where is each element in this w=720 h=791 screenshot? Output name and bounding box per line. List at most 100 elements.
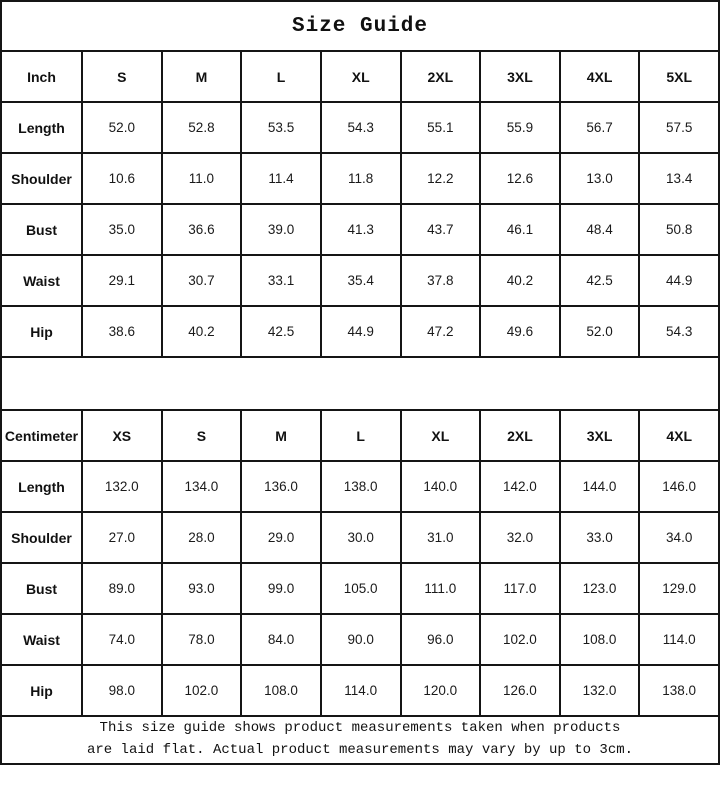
measurement-cell: 140.0 xyxy=(399,460,482,513)
row-label: Waist xyxy=(0,254,83,307)
measurement-cell: 142.0 xyxy=(479,460,561,513)
measurement-cell: 52.0 xyxy=(558,305,641,358)
measurement-cell: 10.6 xyxy=(81,152,163,205)
inch-size-header: 5XL xyxy=(638,50,720,103)
measurement-cell: 53.5 xyxy=(240,101,322,154)
measurement-cell: 39.0 xyxy=(240,203,322,256)
footer-note-line1: This size guide shows product measuremen… xyxy=(99,720,621,737)
measurement-cell: 41.3 xyxy=(319,203,402,256)
measurement-cell: 40.2 xyxy=(160,305,243,358)
measurement-cell: 138.0 xyxy=(638,664,720,717)
measurement-cell: 136.0 xyxy=(240,460,322,513)
measurement-cell: 105.0 xyxy=(319,562,402,615)
table-row: Hip 38.6 40.2 42.5 44.9 47.2 49.6 52.0 5… xyxy=(0,305,720,358)
cm-unit-header: Centimeter xyxy=(0,409,83,462)
inch-size-header: M xyxy=(160,50,243,103)
inch-size-header: XL xyxy=(319,50,402,103)
measurement-cell: 27.0 xyxy=(81,511,163,564)
measurement-cell: 132.0 xyxy=(558,664,641,717)
measurement-cell: 46.1 xyxy=(479,203,561,256)
measurement-cell: 111.0 xyxy=(399,562,482,615)
row-label: Shoulder xyxy=(0,511,83,564)
inch-unit-header: Inch xyxy=(0,50,83,103)
measurement-cell: 54.3 xyxy=(319,101,402,154)
row-label: Hip xyxy=(0,305,83,358)
inch-size-header: 4XL xyxy=(558,50,641,103)
measurement-cell: 98.0 xyxy=(81,664,163,717)
measurement-cell: 108.0 xyxy=(240,664,322,717)
table-row: Bust 35.0 36.6 39.0 41.3 43.7 46.1 48.4 … xyxy=(0,203,720,256)
row-label: Bust xyxy=(0,562,83,615)
measurement-cell: 90.0 xyxy=(319,613,402,666)
measurement-cell: 89.0 xyxy=(81,562,163,615)
measurement-cell: 84.0 xyxy=(240,613,322,666)
row-label: Shoulder xyxy=(0,152,83,205)
measurement-cell: 50.8 xyxy=(638,203,720,256)
measurement-cell: 11.8 xyxy=(319,152,402,205)
table-row: Length 52.0 52.8 53.5 54.3 55.1 55.9 56.… xyxy=(0,101,720,154)
measurement-cell: 33.0 xyxy=(558,511,641,564)
footer-note-line2: are laid flat. Actual product measuremen… xyxy=(86,742,634,758)
spacer-row xyxy=(0,356,720,411)
title-row: Size Guide xyxy=(0,0,720,52)
measurement-cell: 123.0 xyxy=(558,562,641,615)
measurement-cell: 29.0 xyxy=(240,511,322,564)
measurement-cell: 12.6 xyxy=(479,152,561,205)
measurement-cell: 55.1 xyxy=(399,101,482,154)
cm-size-header: XL xyxy=(399,409,482,462)
measurement-cell: 78.0 xyxy=(160,613,243,666)
inch-size-header: 2XL xyxy=(399,50,482,103)
measurement-cell: 146.0 xyxy=(638,460,720,513)
measurement-cell: 114.0 xyxy=(319,664,402,717)
page-title: Size Guide xyxy=(0,0,720,52)
measurement-cell: 102.0 xyxy=(479,613,561,666)
row-label: Hip xyxy=(0,664,83,717)
table-row: Hip 98.0 102.0 108.0 114.0 120.0 126.0 1… xyxy=(0,664,720,717)
table-row: Waist 74.0 78.0 84.0 90.0 96.0 102.0 108… xyxy=(0,613,720,666)
table-row: Length 132.0 134.0 136.0 138.0 140.0 142… xyxy=(0,460,720,513)
footer-row: This size guide shows product measuremen… xyxy=(0,715,720,765)
cm-size-header: S xyxy=(160,409,243,462)
cm-size-header: 4XL xyxy=(638,409,720,462)
inch-size-header: L xyxy=(240,50,322,103)
measurement-cell: 138.0 xyxy=(319,460,402,513)
measurement-cell: 11.4 xyxy=(240,152,322,205)
measurement-cell: 114.0 xyxy=(638,613,720,666)
row-label: Waist xyxy=(0,613,83,666)
measurement-cell: 129.0 xyxy=(638,562,720,615)
inch-size-header: S xyxy=(81,50,163,103)
measurement-cell: 126.0 xyxy=(479,664,561,717)
measurement-cell: 31.0 xyxy=(399,511,482,564)
table-row: Bust 89.0 93.0 99.0 105.0 111.0 117.0 12… xyxy=(0,562,720,615)
measurement-cell: 43.7 xyxy=(399,203,482,256)
cm-header-row: Centimeter XS S M L XL 2XL 3XL 4XL xyxy=(0,409,720,462)
measurement-cell: 57.5 xyxy=(638,101,720,154)
measurement-cell: 134.0 xyxy=(160,460,243,513)
cm-size-header: L xyxy=(319,409,402,462)
measurement-cell: 56.7 xyxy=(558,101,641,154)
table-row: Shoulder 27.0 28.0 29.0 30.0 31.0 32.0 3… xyxy=(0,511,720,564)
measurement-cell: 102.0 xyxy=(160,664,243,717)
measurement-cell: 74.0 xyxy=(81,613,163,666)
measurement-cell: 35.0 xyxy=(81,203,163,256)
row-label: Length xyxy=(0,101,83,154)
measurement-cell: 48.4 xyxy=(558,203,641,256)
measurement-cell: 38.6 xyxy=(81,305,163,358)
measurement-cell: 13.4 xyxy=(638,152,720,205)
measurement-cell: 99.0 xyxy=(240,562,322,615)
measurement-cell: 32.0 xyxy=(479,511,561,564)
measurement-cell: 96.0 xyxy=(399,613,482,666)
measurement-cell: 144.0 xyxy=(558,460,641,513)
measurement-cell: 11.0 xyxy=(160,152,243,205)
cm-size-header: XS xyxy=(81,409,163,462)
measurement-cell: 36.6 xyxy=(160,203,243,256)
cm-size-header: 3XL xyxy=(558,409,641,462)
measurement-cell: 54.3 xyxy=(638,305,720,358)
measurement-cell: 42.5 xyxy=(240,305,322,358)
measurement-cell: 49.6 xyxy=(479,305,561,358)
measurement-cell: 44.9 xyxy=(319,305,402,358)
measurement-cell: 52.0 xyxy=(81,101,163,154)
inch-size-header: 3XL xyxy=(479,50,561,103)
measurement-cell: 40.2 xyxy=(479,254,561,307)
